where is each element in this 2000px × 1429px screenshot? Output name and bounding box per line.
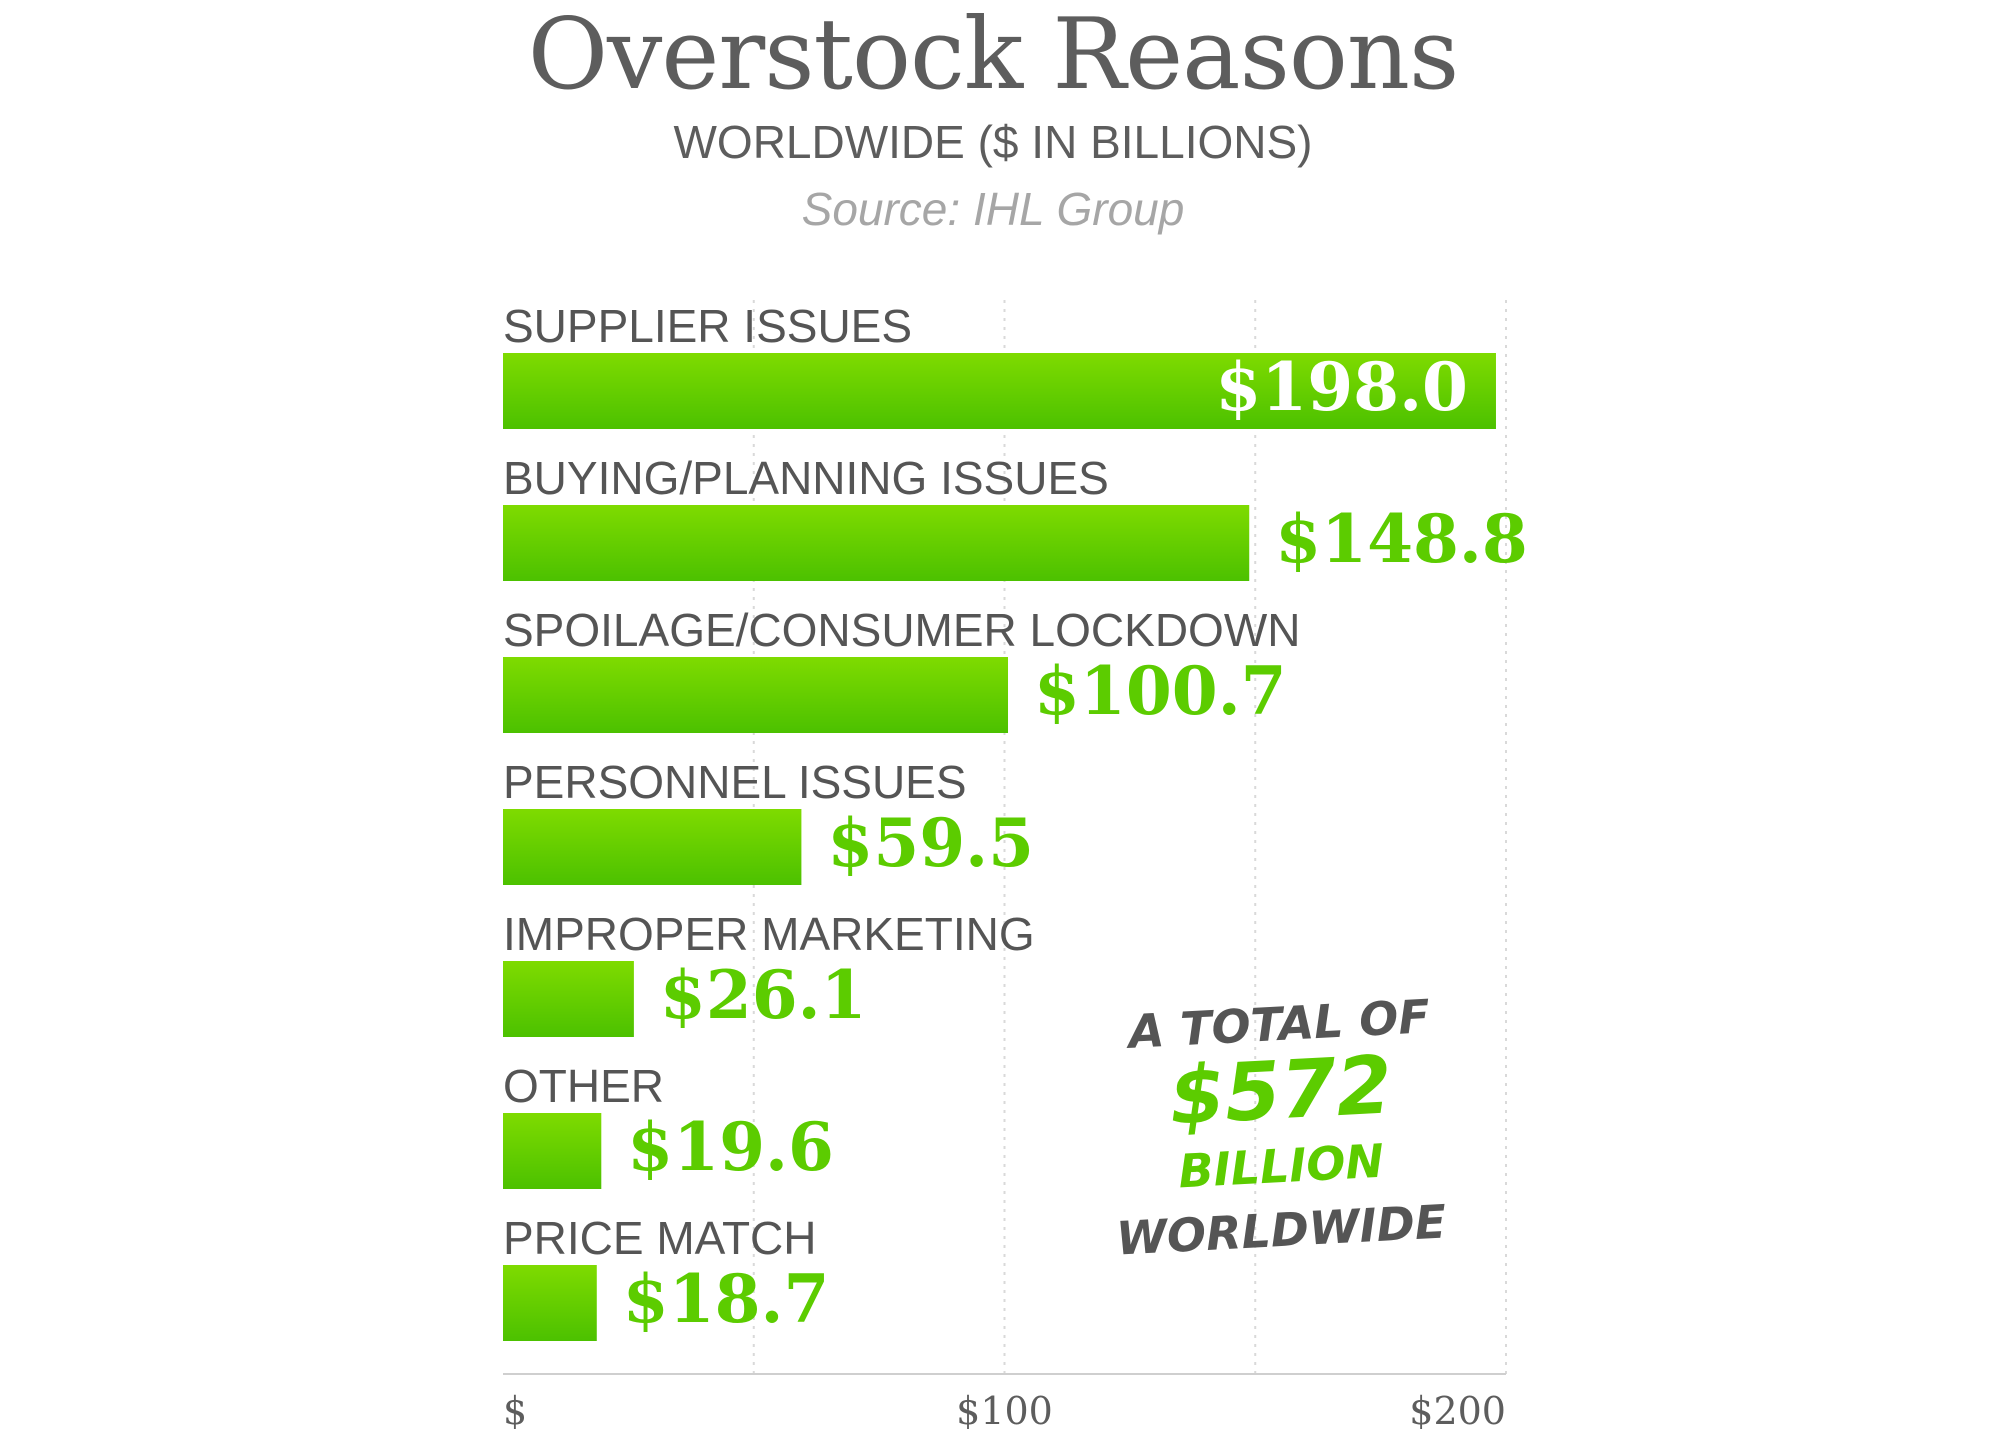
- bar: [503, 353, 1496, 429]
- value-label: $19.6: [627, 1108, 834, 1186]
- value-label: $59.5: [827, 804, 1034, 882]
- bars-group: SUPPLIER ISSUES $198.0 BUYING/PLANNING ISS…: [503, 300, 1528, 1341]
- category-label: PRICE MATCH: [503, 1212, 817, 1264]
- bar: [503, 1265, 597, 1341]
- bar: [503, 961, 634, 1037]
- x-axis: $ $100 $200: [503, 1373, 1506, 1429]
- chart-source: Source: IHL Group: [801, 183, 1185, 235]
- value-label: $26.1: [660, 956, 867, 1034]
- bar: [503, 1113, 602, 1189]
- annotation-line-3: BILLION: [1177, 1134, 1385, 1199]
- bar: [503, 657, 1009, 733]
- x-tick-label: $200: [1409, 1389, 1506, 1429]
- x-tick-label: $100: [956, 1389, 1053, 1429]
- chart-title: Overstock Reasons: [527, 0, 1460, 112]
- value-label: $18.7: [623, 1260, 830, 1338]
- category-label: OTHER: [503, 1060, 664, 1112]
- category-label: SUPPLIER ISSUES: [503, 300, 912, 352]
- total-annotation: A TOTAL OF $572 BILLION WORLDWIDE: [1115, 989, 1448, 1265]
- annotation-line-2: $572: [1167, 1038, 1394, 1143]
- category-label: IMPROPER MARKETING: [503, 908, 1035, 960]
- value-label: $198.0: [1215, 348, 1468, 426]
- category-label: SPOILAGE/CONSUMER LOCKDOWN: [503, 604, 1300, 656]
- bar: [503, 505, 1250, 581]
- category-label: PERSONNEL ISSUES: [503, 756, 967, 808]
- bar: [503, 809, 802, 885]
- category-label: BUYING/PLANNING ISSUES: [503, 452, 1109, 504]
- annotation-line-4: WORLDWIDE: [1115, 1194, 1448, 1265]
- value-label: $100.7: [1034, 652, 1287, 730]
- x-tick-label: $: [503, 1389, 527, 1429]
- chart-subtitle: WORLDWIDE ($ IN BILLIONS): [673, 116, 1313, 168]
- value-label: $148.8: [1275, 500, 1528, 578]
